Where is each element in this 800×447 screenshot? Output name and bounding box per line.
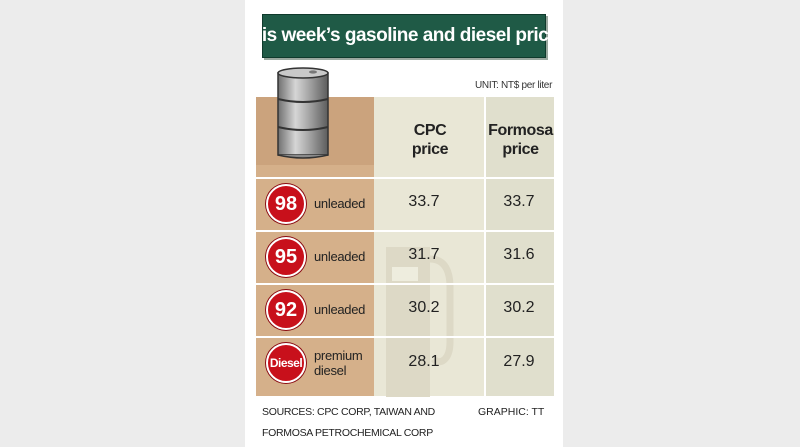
row-divider bbox=[256, 283, 554, 285]
row-divider bbox=[256, 230, 554, 232]
diesel-badge: Diesel bbox=[266, 343, 306, 383]
formosa-price-diesel: 27.9 bbox=[503, 353, 535, 370]
row-divider bbox=[256, 336, 554, 338]
octane-badge-92: 92 bbox=[266, 290, 306, 330]
formosa-column-bg bbox=[485, 97, 554, 396]
cpc-price-98: 33.7 bbox=[408, 193, 440, 210]
infographic-card: This week’s gasoline and diesel prices U… bbox=[245, 0, 563, 447]
fuel-type-95: unleaded bbox=[314, 249, 366, 264]
octane-badge-98: 98 bbox=[266, 184, 306, 224]
formosa-price-92: 30.2 bbox=[503, 299, 535, 316]
graphic-credit: GRAPHIC: TT bbox=[478, 406, 545, 418]
cpc-price-95: 31.7 bbox=[408, 246, 440, 263]
fuel-type-diesel: premium diesel bbox=[314, 348, 363, 378]
cpc-price-diesel: 28.1 bbox=[408, 353, 440, 370]
sources-note: SOURCES: CPC CORP, TAIWAN AND FORMOSA PE… bbox=[262, 406, 435, 439]
formosa-price-98: 33.7 bbox=[503, 193, 535, 210]
column-header-formosa: Formosa price bbox=[488, 122, 553, 158]
title-banner: This week’s gasoline and diesel prices bbox=[245, 14, 563, 58]
fuel-type-98: unleaded bbox=[314, 196, 366, 211]
fuel-pump-icon bbox=[386, 247, 454, 397]
unit-label: UNIT: NT$ per liter bbox=[475, 80, 553, 91]
column-header-cpc: CPC price bbox=[411, 122, 449, 158]
fuel-type-92: unleaded bbox=[314, 302, 366, 317]
row-divider bbox=[256, 177, 554, 179]
cpc-price-92: 30.2 bbox=[408, 299, 440, 316]
octane-badge-95: 95 bbox=[266, 237, 306, 277]
column-divider bbox=[484, 97, 486, 396]
chart-title: This week’s gasoline and diesel prices bbox=[245, 25, 563, 46]
formosa-price-95: 31.6 bbox=[503, 246, 535, 263]
oil-barrel-icon bbox=[277, 67, 329, 159]
